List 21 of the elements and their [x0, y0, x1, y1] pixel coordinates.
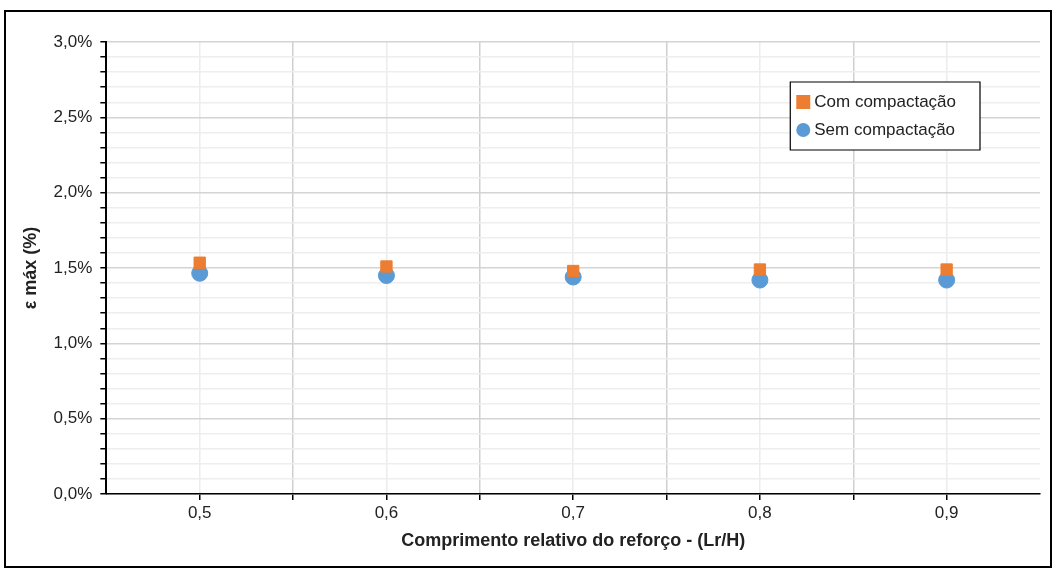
- y-tick-label: 0,5%: [53, 408, 93, 428]
- y-tick-label: 1,0%: [53, 333, 93, 353]
- x-tick-label: 0,9: [934, 502, 959, 522]
- x-tick-label: 0,8: [748, 502, 772, 522]
- x-axis-title: Comprimento relativo do reforço - (Lr/H): [401, 530, 746, 551]
- point: [940, 263, 953, 276]
- y-tick-label: 2,0%: [53, 182, 93, 202]
- y-tick-label: 3,0%: [53, 31, 93, 51]
- x-tick-label: 0,6: [374, 502, 399, 522]
- y-tick-label: 1,5%: [53, 257, 93, 277]
- y-axis-title: ε máx (%): [19, 226, 40, 310]
- point: [380, 260, 393, 273]
- point: [193, 256, 206, 269]
- point: [753, 263, 767, 276]
- x-tick-label: 0,7: [561, 502, 585, 522]
- x-tick-label: 0,5: [187, 502, 212, 522]
- legend-label: Sem compactação: [814, 119, 956, 139]
- legend-label: Com compactação: [814, 91, 957, 111]
- y-tick-label: 2,5%: [53, 107, 93, 127]
- y-tick-label: 0,0%: [53, 483, 93, 503]
- point: [567, 264, 580, 278]
